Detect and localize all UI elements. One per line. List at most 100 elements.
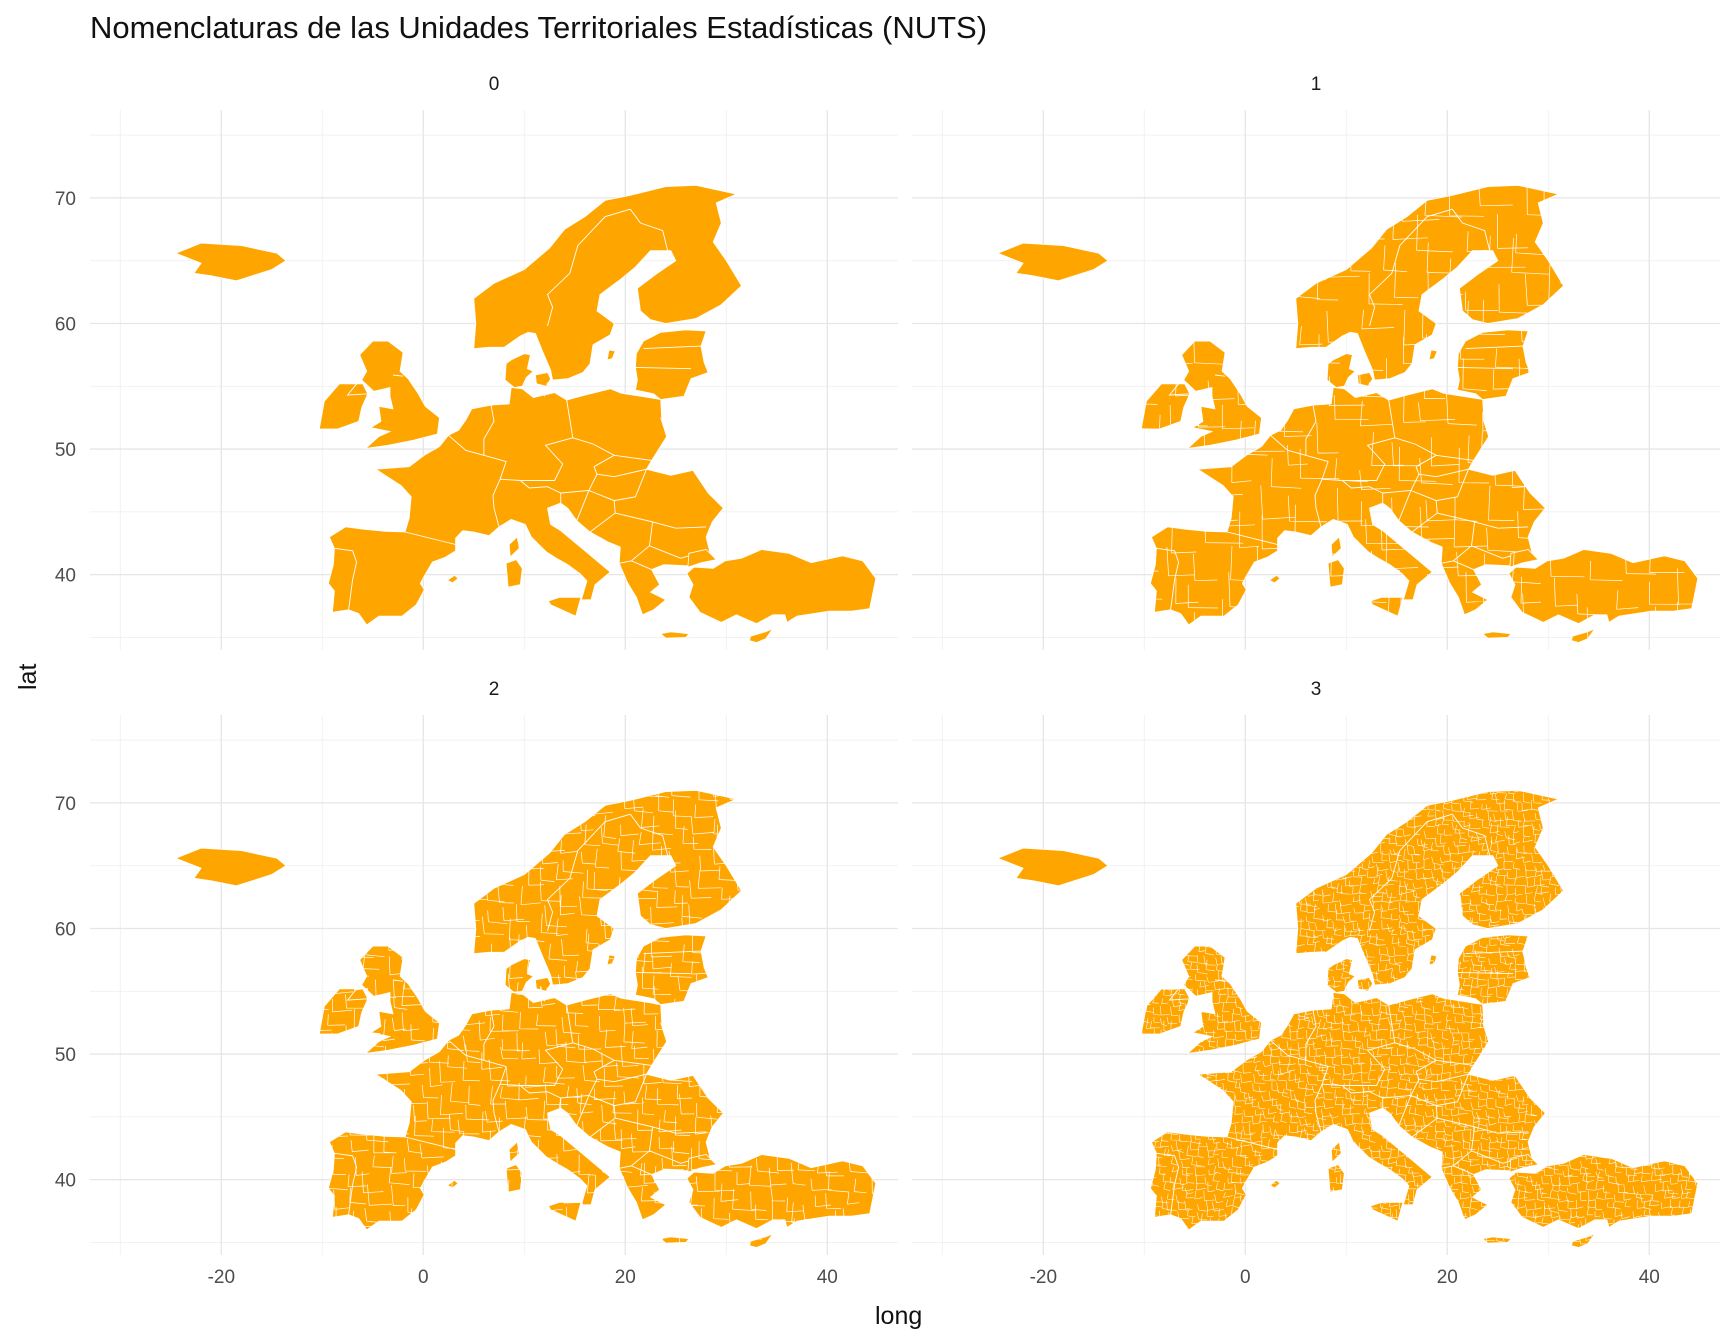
border-line — [1226, 1136, 1278, 1150]
border-line — [483, 1010, 495, 1061]
x-tick-label: 40 — [817, 1267, 838, 1288]
y-tick-label: 70 — [55, 794, 76, 815]
land-gotland — [1428, 349, 1438, 361]
land-cyprus — [1571, 1232, 1596, 1248]
border-line — [1342, 400, 1396, 481]
border-line — [1305, 405, 1317, 456]
x-tick-label: 40 — [1639, 1267, 1660, 1288]
border-line — [404, 531, 456, 545]
x-tick-label: 20 — [615, 1267, 636, 1288]
border-line — [1270, 1039, 1329, 1133]
x-tick-label: 0 — [418, 1267, 429, 1288]
y-tick-label: 70 — [55, 189, 76, 210]
border-line — [1457, 366, 1514, 370]
border-line — [334, 547, 358, 610]
land-mallorca — [446, 1179, 459, 1189]
land-thrace — [1509, 1154, 1540, 1173]
land-corsica — [508, 536, 520, 558]
border-line — [1410, 1074, 1469, 1107]
border-line — [1226, 531, 1278, 545]
y-tick-label: 50 — [55, 1045, 76, 1066]
land-iceland — [996, 847, 1109, 887]
border-line — [1471, 545, 1512, 559]
land-gb — [1181, 340, 1262, 449]
facet-strip-label: 1 — [1311, 74, 1322, 95]
land-denmark — [504, 353, 535, 388]
border-line — [1214, 374, 1226, 377]
chart-title: Nomenclaturas de las Unidades Territoria… — [90, 10, 988, 45]
border-line — [1482, 1022, 1490, 1042]
facet-panel-0: 0 40 50 60 70 — [55, 74, 898, 650]
land-baltics — [1456, 329, 1531, 400]
border-line — [576, 1095, 590, 1126]
region-borders — [334, 208, 707, 610]
border-line — [588, 469, 647, 502]
x-axis-label: long — [875, 1302, 923, 1330]
border-line — [520, 1005, 574, 1086]
border-line — [1415, 454, 1437, 468]
land-sicily — [1369, 596, 1404, 617]
border-line — [1471, 1150, 1512, 1164]
facet-strip-label: 3 — [1311, 679, 1322, 700]
border-line — [1168, 988, 1190, 1001]
border-line — [572, 437, 652, 461]
border-line — [1453, 560, 1474, 571]
land-scandi — [1295, 789, 1565, 986]
border-line — [346, 383, 368, 396]
border-line — [520, 400, 574, 481]
border-line — [1368, 208, 1453, 327]
border-line — [404, 1136, 456, 1150]
land-crete — [1481, 631, 1512, 639]
land-crete — [659, 1236, 690, 1244]
land-corsica — [1330, 536, 1342, 558]
land-thrace — [1509, 549, 1540, 568]
land-scandi — [473, 789, 743, 986]
land-zealand — [534, 977, 552, 992]
border-line — [649, 545, 690, 559]
land-thrace — [687, 549, 718, 568]
land-cyprus — [749, 627, 774, 643]
border-line — [1453, 1165, 1474, 1176]
facet-strip-label: 2 — [489, 679, 500, 700]
land-anatolia — [686, 1154, 877, 1230]
border-line — [346, 988, 368, 1001]
land-sicily — [547, 1201, 582, 1222]
land-ireland — [1140, 383, 1191, 430]
border-line — [596, 1073, 647, 1083]
land-denmark — [504, 958, 535, 993]
facet-strip-label: 0 — [489, 74, 500, 95]
land-anatolia — [1508, 1154, 1699, 1230]
land-continent — [1149, 992, 1546, 1231]
land-sardinia — [505, 559, 523, 588]
border-line — [1156, 547, 1180, 610]
border-line — [660, 417, 668, 437]
border-line — [1398, 1095, 1412, 1126]
land-anatolia — [686, 549, 877, 625]
border-line — [500, 1083, 562, 1109]
border-line — [448, 1039, 507, 1133]
y-tick-label: 50 — [55, 440, 76, 461]
land-zealand — [1356, 977, 1374, 992]
border-line — [652, 1126, 707, 1134]
land-denmark — [1326, 353, 1357, 388]
land-mallorca — [1268, 1179, 1281, 1189]
land-mallorca — [1268, 574, 1281, 584]
land-continent — [327, 992, 724, 1231]
border-line — [649, 1150, 690, 1164]
facet-panel-3: 3 -20 0 20 40 — [912, 679, 1720, 1288]
land-scandi — [473, 184, 743, 381]
border-line — [1394, 437, 1474, 461]
land-thrace — [687, 1154, 718, 1173]
border-line — [1418, 1073, 1469, 1083]
border-line — [334, 1152, 358, 1215]
land-gotland — [606, 349, 616, 361]
border-line — [483, 405, 495, 456]
x-tick-label: -20 — [1030, 1267, 1057, 1288]
y-tick-label: 60 — [55, 314, 76, 335]
land-iceland — [174, 847, 287, 887]
border-line — [1305, 1010, 1317, 1061]
land-gotland — [606, 954, 616, 966]
border-line — [1342, 1005, 1396, 1086]
land-continent — [1149, 387, 1546, 626]
land-baltics — [634, 934, 709, 1005]
